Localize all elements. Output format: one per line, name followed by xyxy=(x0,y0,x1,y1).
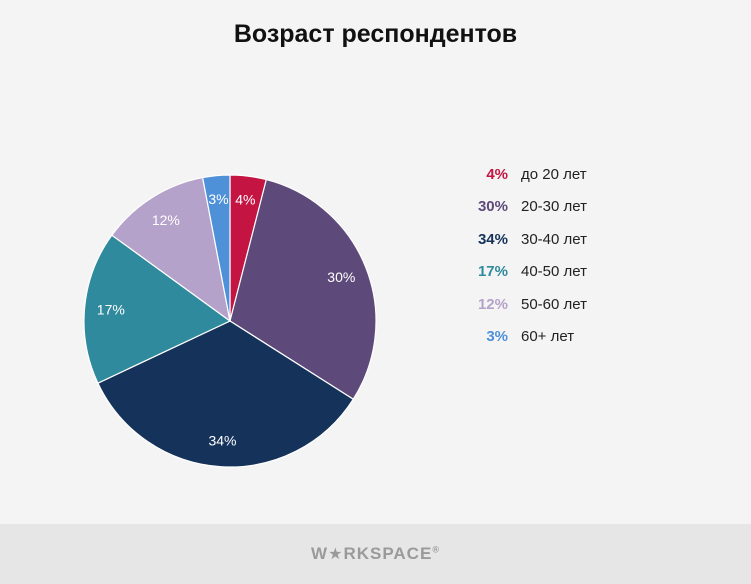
pie-slice-4 xyxy=(111,176,231,323)
legend-percent: 4% xyxy=(486,165,508,183)
legend-label: 50-60 лет xyxy=(521,295,587,313)
legend-percent: 12% xyxy=(477,295,508,313)
legend-item-5: 3% 60+ лет xyxy=(466,321,587,354)
pie-slice-5 xyxy=(201,174,231,322)
legend-label: до 20 лет xyxy=(521,165,587,183)
legend-percent: 3% xyxy=(486,328,508,346)
legend-percent: 17% xyxy=(477,263,508,281)
legend-percent: 30% xyxy=(477,198,508,216)
star-icon: ★ xyxy=(328,546,344,563)
chart-legend: 4% до 20 лет 30% 20-30 лет 34% 30-40 лет 17% 40… xyxy=(466,158,587,353)
legend-label: 40-50 лет xyxy=(521,263,587,281)
slice-label-1: 30% xyxy=(327,269,355,285)
legend-label: 60+ лет xyxy=(521,328,575,346)
legend-percent: 34% xyxy=(477,230,508,248)
slice-label-0: 4% xyxy=(235,191,255,207)
workspace-logo: W★RKSPACE® xyxy=(311,544,440,564)
brand-text: RKSPACE xyxy=(343,544,433,563)
footer-bar: W★RKSPACE® xyxy=(0,524,751,584)
registered-mark: ® xyxy=(432,544,440,555)
legend-item-1: 30% 20-30 лет xyxy=(466,191,587,224)
legend-label: 20-30 лет xyxy=(521,198,587,216)
brand-letter: W xyxy=(311,544,329,563)
pie-slice-1 xyxy=(229,178,377,401)
slice-label-4: 12% xyxy=(152,212,180,228)
pie-slice-3 xyxy=(83,234,232,384)
slice-label-2: 34% xyxy=(208,432,236,448)
pie-chart: 4% 30% 34% 17% 12% 3% xyxy=(83,174,377,468)
legend-item-3: 17% 40-50 лет xyxy=(466,256,587,289)
slice-label-3: 17% xyxy=(97,302,125,318)
legend-item-0: 4% до 20 лет xyxy=(466,158,587,191)
legend-item-2: 34% 30-40 лет xyxy=(466,223,587,256)
chart-title: Возраст респондентов xyxy=(233,20,518,48)
legend-item-4: 12% 50-60 лет xyxy=(466,288,587,321)
slice-label-5: 3% xyxy=(208,191,228,207)
pie-slice-2 xyxy=(97,320,355,468)
legend-label: 30-40 лет xyxy=(521,230,587,248)
